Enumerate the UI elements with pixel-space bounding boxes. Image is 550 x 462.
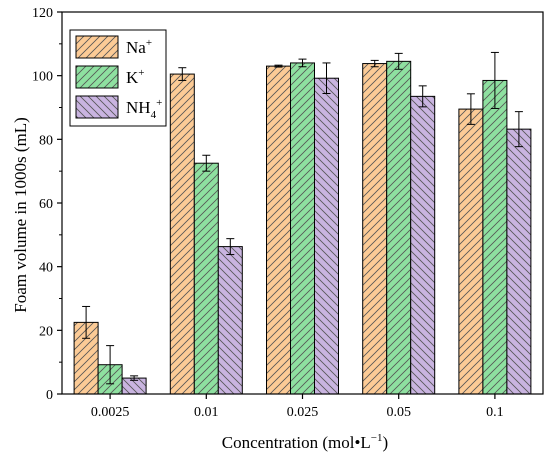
- y-tick-label: 120: [32, 6, 53, 21]
- bar: [290, 62, 315, 395]
- legend-label-sup: +: [146, 37, 152, 49]
- bar: [506, 128, 532, 395]
- bar: [458, 108, 484, 395]
- y-tick-label: 40: [39, 261, 53, 276]
- bar: [386, 60, 412, 395]
- legend-label-sub: 4: [151, 109, 157, 121]
- x-axis-label: Concentration (mol•L−1): [222, 432, 388, 452]
- legend-label-base: NH: [126, 98, 151, 117]
- x-tick-label: 0.1: [486, 405, 504, 420]
- y-tick-label: 0: [46, 388, 53, 403]
- bar: [410, 95, 436, 395]
- x-tick-label: 0.05: [386, 405, 411, 420]
- legend-swatch: [75, 35, 119, 59]
- legend-label: NH4+: [126, 97, 162, 121]
- legend-swatch: [75, 65, 119, 89]
- bars-layer: [73, 51, 532, 395]
- legend-label: K+: [126, 67, 145, 87]
- x-tick-label: 0.01: [194, 405, 219, 420]
- legend-label: Na+: [126, 37, 152, 57]
- y-tick-label: 80: [39, 133, 53, 148]
- legend-label-sup: +: [156, 97, 162, 109]
- bar: [314, 77, 339, 395]
- legend-label-base: K: [126, 68, 139, 87]
- x-axis-label-main: Concentration (mol•L: [222, 433, 371, 452]
- bar: [362, 63, 388, 395]
- bar: [217, 246, 243, 395]
- bar: [482, 79, 508, 395]
- bar: [266, 65, 291, 395]
- bar: [169, 73, 195, 395]
- y-tick-label: 100: [32, 70, 53, 85]
- y-tick-label: 60: [39, 197, 53, 212]
- legend: Na+K+NH4+: [69, 29, 167, 127]
- x-tick-label: 0.0025: [91, 405, 130, 420]
- bar: [193, 162, 219, 395]
- legend-label-sup: +: [138, 67, 144, 79]
- x-axis-label-sup: −1: [371, 432, 383, 444]
- axes-layer: 0 20 40 60 80 100 120 0.0025 0.01 0.025 0.05 0.1: [32, 6, 544, 420]
- x-axis-label-end: ): [383, 433, 389, 452]
- y-axis-label: Foam volume in 1000s (mL): [11, 117, 30, 312]
- x-tick-label: 0.025: [287, 405, 319, 420]
- legend-swatch: [75, 95, 119, 119]
- y-tick-label: 20: [39, 324, 53, 339]
- legend-label-base: Na: [126, 38, 146, 57]
